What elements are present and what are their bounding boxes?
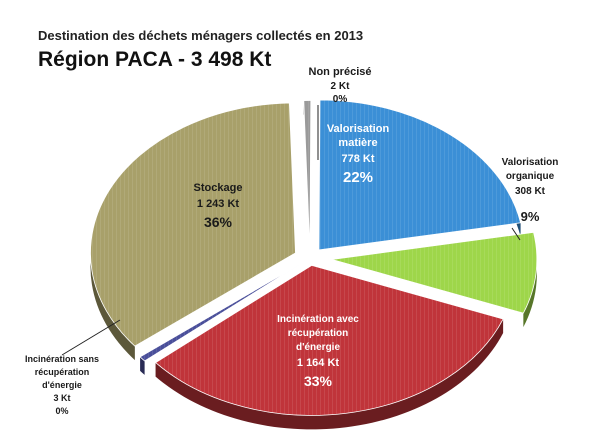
chart-title: Destination des déchets ménagers collect… bbox=[38, 28, 364, 43]
leader-line-sans-energy bbox=[61, 319, 121, 356]
label-incineration-avec-name-1: Incinération avec bbox=[277, 314, 359, 325]
chart-subtitle: Région PACA - 3 498 Kt bbox=[38, 48, 272, 71]
label-stockage-percent: 36% bbox=[204, 214, 233, 230]
leader-line-organic bbox=[511, 227, 521, 241]
slice-side-valorisation-organique bbox=[523, 232, 537, 328]
label-valorisation-matiere-percent: 22% bbox=[343, 169, 373, 186]
slice-side-incineration-sans-recuperation-d-energie bbox=[140, 356, 145, 375]
slice-texture-non-precise bbox=[303, 100, 311, 251]
label-incineration-sans-value: 3 Kt bbox=[53, 393, 70, 403]
label-incineration-avec-value: 1 164 Kt bbox=[297, 357, 340, 369]
label-stockage: Stockage 1 243 Kt 36% bbox=[194, 182, 243, 230]
label-stockage-name: Stockage bbox=[194, 182, 243, 194]
label-non-precise: Non précisé 2 Kt 0% bbox=[309, 66, 372, 105]
leader-lines bbox=[61, 105, 521, 356]
label-valorisation-matiere-name-1: Valorisation bbox=[327, 123, 390, 135]
label-incineration-avec-name-3: d'énergie bbox=[296, 342, 340, 353]
label-incineration-avec-name-2: récupération bbox=[288, 328, 349, 339]
label-valorisation-organique-percent: 9% bbox=[521, 209, 540, 224]
label-non-precise-percent: 0% bbox=[333, 94, 348, 105]
label-incineration-sans-name-2: récupération bbox=[35, 367, 90, 377]
label-incineration-sans-percent: 0% bbox=[55, 406, 68, 416]
label-non-precise-name: Non précisé bbox=[309, 66, 372, 78]
pie-slices bbox=[90, 99, 538, 430]
label-valorisation-organique: Valorisation organique 308 Kt 9% bbox=[502, 157, 559, 224]
label-incineration-avec: Incinération avec récupération d'énergie… bbox=[277, 314, 359, 389]
label-stockage-value: 1 243 Kt bbox=[197, 198, 240, 210]
label-valorisation-matiere-value: 778 Kt bbox=[341, 153, 374, 165]
slice-texture-stockage bbox=[90, 103, 296, 347]
slice-texture-valorisation-organique bbox=[331, 232, 537, 314]
label-incineration-sans-name-1: Incinération sans bbox=[25, 354, 99, 364]
label-valorisation-organique-name-1: Valorisation bbox=[502, 157, 559, 168]
slice-side-incineration-avec-recuperation-d-energie bbox=[155, 319, 504, 430]
label-valorisation-organique-name-2: organique bbox=[506, 171, 555, 182]
label-incineration-sans: Incinération sans récupération d'énergie… bbox=[25, 354, 99, 416]
label-non-precise-value: 2 Kt bbox=[331, 81, 351, 92]
label-valorisation-organique-value: 308 Kt bbox=[515, 186, 546, 197]
label-valorisation-matiere-name-2: matière bbox=[338, 137, 377, 149]
label-incineration-sans-name-3: d'énergie bbox=[42, 380, 82, 390]
slice-texture-incineration-avec-recuperation-d-energie bbox=[155, 265, 504, 416]
slice-texture-valorisation-matiere bbox=[318, 99, 521, 250]
slice-texture-incineration-sans-recuperation-d-energie bbox=[140, 263, 301, 361]
label-incineration-avec-percent: 33% bbox=[304, 373, 333, 389]
label-valorisation-matiere: Valorisation matière 778 Kt 22% bbox=[327, 123, 390, 186]
